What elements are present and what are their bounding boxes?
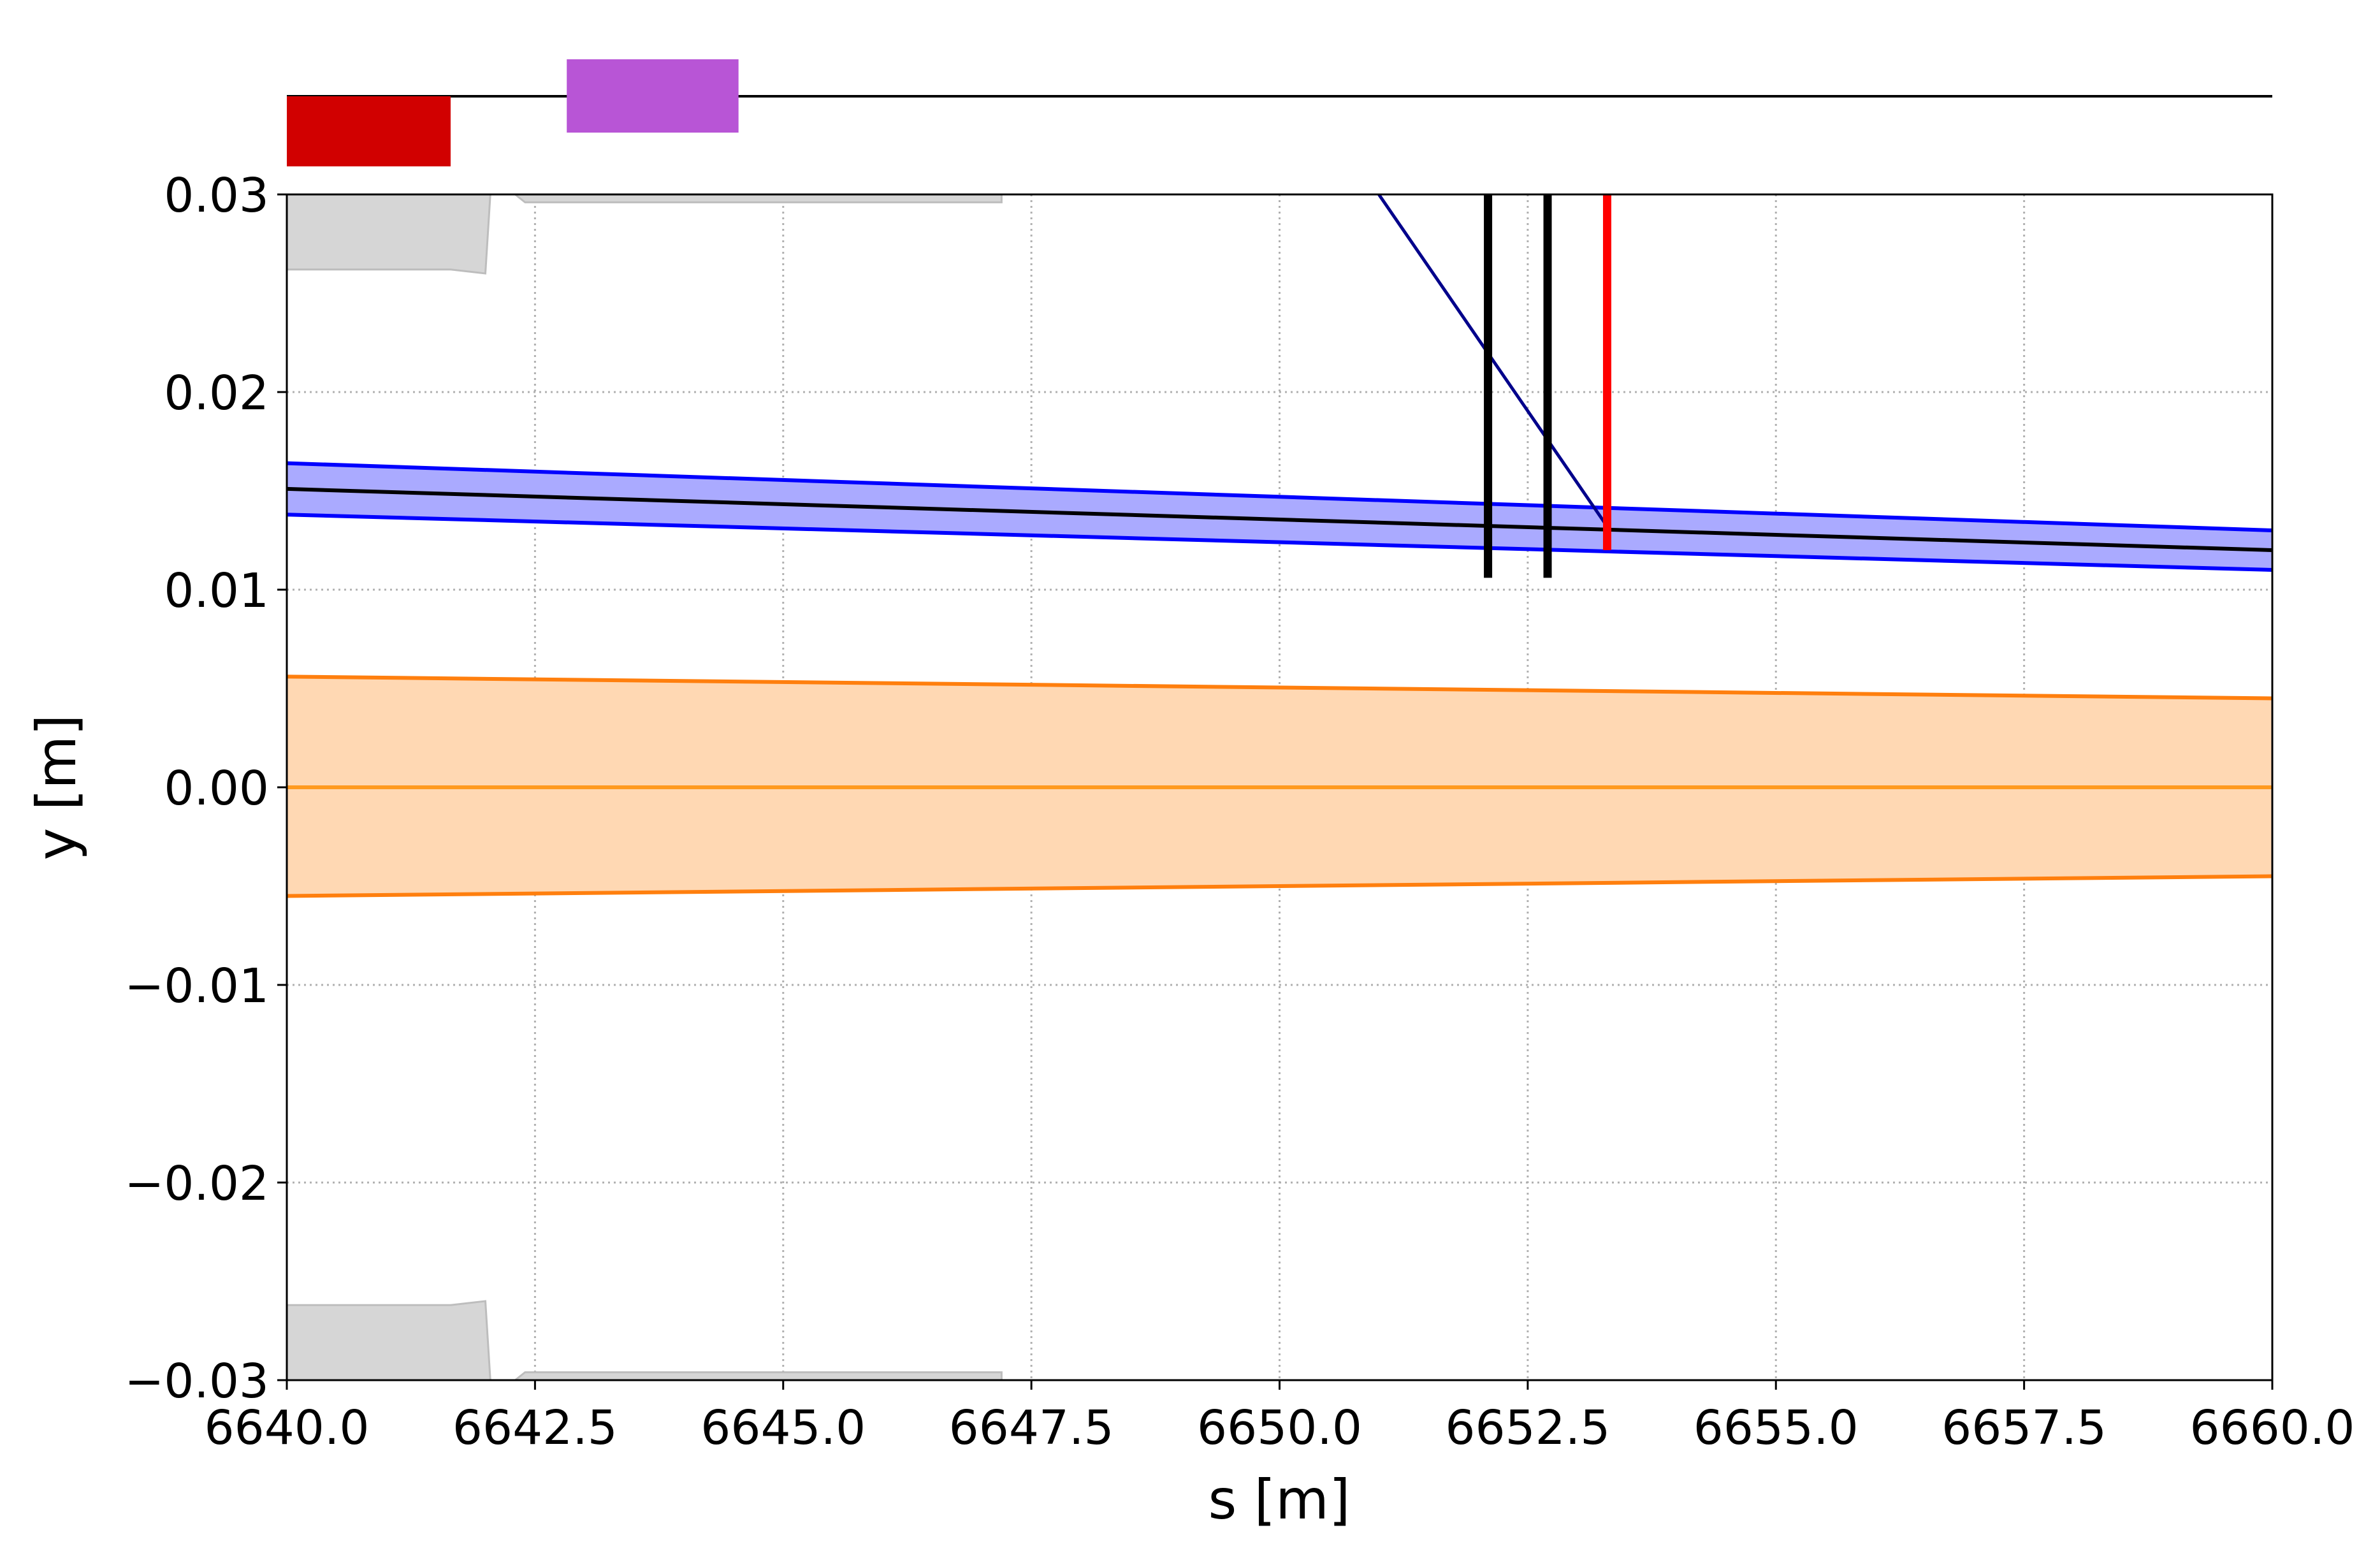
envelope-fill [287,463,2272,570]
x-tick-label: 6655.0 [1694,1401,1859,1455]
envelope-upper-line [287,674,2272,701]
x-tick-label: 6645.0 [700,1401,866,1455]
aperture-patch [513,194,1003,203]
lattice-layer [287,59,2272,166]
data-layer [287,194,2272,1380]
y-tick-label: 0.00 [164,761,269,816]
ticks-layer: 6640.0 6642.5 6645.0 6647.5 6650.0 6652.5 6655… [124,168,2355,1455]
envelope-lower-line [287,513,2272,572]
envelope-upper-line [287,461,2272,532]
y-tick-label: 0.03 [164,168,269,223]
x-tick-label: 6660.0 [2190,1401,2355,1455]
x-tick-label: 6657.5 [1941,1401,2107,1455]
trajectory-line [1377,194,1609,528]
y-tick-label: 0.01 [164,564,269,618]
lattice-element [287,96,451,166]
y-axis-label: y [m] [25,714,89,860]
x-tick-label: 6652.5 [1445,1401,1610,1455]
aperture-patch [513,1371,1003,1380]
y-tick-label: −0.02 [124,1156,269,1211]
y-tick-label: 0.02 [164,366,269,421]
y-tick-label: −0.03 [124,1354,269,1409]
x-tick-label: 6647.5 [949,1401,1114,1455]
x-tick-label: 6640.0 [205,1401,370,1455]
aperture-patch [287,1300,491,1380]
x-tick-label: 6642.5 [453,1401,618,1455]
lattice-element [567,59,739,133]
aperture-patch [287,194,491,275]
y-tick-label: −0.01 [124,959,269,1014]
orbit-center-line [287,486,2272,552]
envelope-lower-line [287,874,2272,898]
x-tick-label: 6650.0 [1197,1401,1362,1455]
x-axis-label: s [m] [1208,1468,1350,1532]
